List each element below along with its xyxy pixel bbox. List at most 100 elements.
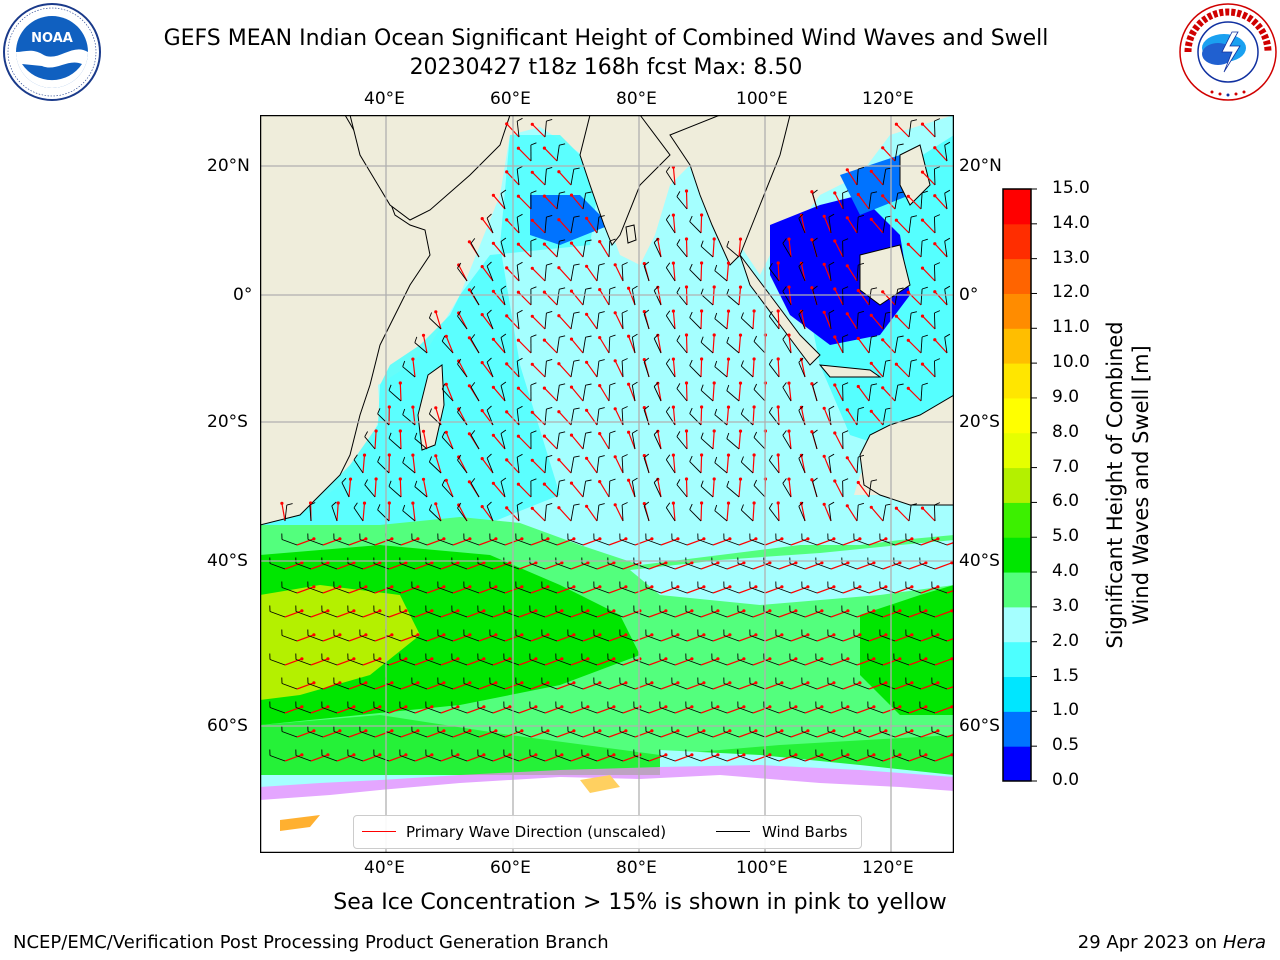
wind-barb (933, 264, 936, 282)
wave-arrow (608, 730, 627, 738)
wind-barb (645, 731, 662, 738)
colorbar-label-line1: Significant Height of Combined (1103, 321, 1127, 649)
wave-arrow-head (712, 381, 716, 385)
wave-arrow (672, 503, 676, 522)
wave-arrow (686, 538, 705, 546)
wave-arrow (440, 754, 459, 762)
wind-barb (429, 509, 442, 522)
wave-arrow (700, 310, 703, 330)
wind-barb (457, 363, 468, 378)
wave-arrow-head (664, 753, 668, 757)
wind-barb (685, 611, 702, 618)
wind-barb (868, 337, 872, 354)
wave-arrow (492, 658, 511, 666)
wind-barb-flag (530, 430, 537, 434)
wind-barb (515, 635, 532, 642)
wave-arrow-head (546, 633, 550, 637)
wave-arrow-head (585, 312, 589, 316)
wave-arrow-head (362, 501, 367, 505)
lat-tick-left-20n: 20°N (207, 156, 250, 176)
wave-arrow (322, 682, 341, 690)
wind-barb (388, 486, 402, 498)
wind-barb (353, 459, 364, 474)
wind-barb-flag (500, 285, 507, 290)
wave-arrow-head (557, 362, 561, 366)
wave-arrow (445, 480, 454, 498)
wind-barb-flag (653, 333, 659, 339)
wind-barb (659, 707, 676, 714)
colorbar-tick-label: 6.0 (1052, 491, 1080, 512)
wave-arrow (517, 435, 532, 450)
wind-barb (908, 505, 912, 522)
wave-arrow-head (700, 213, 704, 217)
colorbar-segment (1003, 328, 1031, 364)
wind-barb-flag (500, 333, 507, 338)
wind-barb-flag (621, 358, 628, 362)
wind-barb-flag (714, 360, 718, 367)
footer-machine: Hera (1222, 932, 1266, 953)
wave-arrow (842, 682, 861, 690)
wind-barb-flag (609, 478, 616, 482)
wave-arrow (685, 382, 688, 402)
wave-arrow-head (572, 537, 576, 541)
wave-arrow (882, 339, 896, 354)
wind-barb (608, 480, 611, 498)
wind-barb (711, 707, 728, 714)
wind-barb-flag (573, 503, 580, 506)
wind-barb (671, 539, 688, 546)
wind-barb (556, 193, 560, 210)
wave-arrow-head (516, 146, 520, 150)
wave-arrow (530, 682, 549, 690)
wind-barb (593, 731, 610, 738)
wave-arrow (362, 706, 381, 714)
wind-barb (737, 755, 754, 762)
wave-arrow-head (832, 537, 836, 541)
wind-barb (281, 587, 298, 594)
wave-arrow-head (416, 681, 420, 685)
wave-arrow-head (505, 122, 509, 126)
wind-barb (607, 659, 624, 666)
wave-arrow (846, 313, 858, 330)
wind-barb-flag (441, 431, 446, 438)
wind-barb-flag (689, 215, 693, 222)
wave-arrow (530, 586, 549, 594)
wave-arrow-head (690, 705, 694, 709)
wind-barb-flag (573, 263, 580, 266)
wave-arrow-head (468, 537, 472, 541)
wind-barb (893, 707, 910, 714)
wave-arrow-head (858, 537, 862, 541)
wave-arrow-head (642, 262, 646, 266)
wave-arrow (374, 730, 393, 738)
ocean-cyan-north (260, 135, 600, 535)
wave-arrow-head (650, 681, 654, 685)
wind-barb (353, 507, 364, 522)
wave-arrow-head (586, 609, 590, 613)
wind-barb (516, 457, 520, 474)
wave-arrow-head (933, 194, 937, 198)
wind-barb (775, 635, 792, 642)
wind-barb (269, 611, 286, 618)
wave-arrow-head (881, 338, 885, 342)
wind-barb-flag (377, 456, 381, 462)
wave-arrow-head (712, 477, 716, 481)
wave-arrow (674, 706, 693, 714)
wind-barb (429, 413, 442, 426)
wind-barb-flag (428, 504, 433, 511)
wave-arrow-head (280, 501, 284, 505)
wind-barb (399, 611, 416, 618)
wind-barb (529, 755, 546, 762)
wave-arrow-head (508, 705, 512, 709)
wave-arrow-head (482, 705, 486, 709)
wind-barb-flag (441, 335, 446, 342)
wave-arrow-head (787, 333, 791, 337)
wave-arrow-head (516, 290, 520, 294)
wave-arrow-head (684, 477, 689, 481)
wave-arrow (842, 538, 861, 546)
wind-barb (737, 707, 754, 714)
wave-arrow (777, 502, 780, 522)
colorbar-label-line2: Wind Waves and Swell [m] (1129, 345, 1153, 625)
wind-barb (659, 755, 676, 762)
wave-arrow-head (726, 405, 731, 409)
wave-arrow (399, 382, 402, 402)
wind-barb-flag (828, 213, 835, 218)
